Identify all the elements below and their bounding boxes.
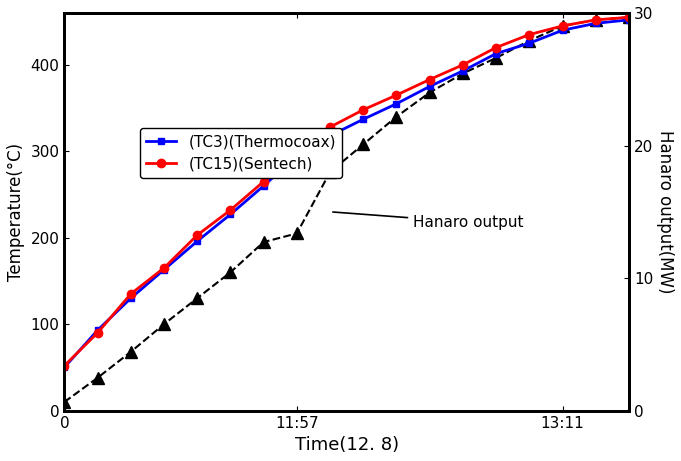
(TC15)(Sentech) [459,62,467,68]
(TC15)(Sentech) [359,107,367,112]
(TC15)(Sentech) [160,265,168,271]
(TC15)(Sentech) [127,291,135,297]
Text: Hanaro output: Hanaro output [333,212,524,230]
X-axis label: Time(12. 8): Time(12. 8) [295,436,399,454]
(TC15)(Sentech) [392,92,400,98]
(TC15)(Sentech) [592,17,600,23]
(TC15)(Sentech) [326,124,334,130]
(TC15)(Sentech) [525,32,533,37]
(TC15)(Sentech) [426,77,434,82]
(TC3)(Thermocoax) [293,153,301,159]
(TC15)(Sentech) [492,45,501,50]
(TC3)(Thermocoax) [426,83,434,89]
(TC3)(Thermocoax) [459,68,467,74]
(TC3)(Thermocoax) [625,17,633,23]
(TC3)(Thermocoax) [61,365,69,370]
(TC3)(Thermocoax) [492,51,501,56]
Line: (TC15)(Sentech): (TC15)(Sentech) [60,13,633,370]
(TC15)(Sentech) [625,14,633,20]
Line: (TC3)(Thermocoax): (TC3)(Thermocoax) [61,17,633,371]
(TC3)(Thermocoax) [160,267,168,272]
(TC3)(Thermocoax) [558,28,567,33]
(TC3)(Thermocoax) [259,183,268,189]
(TC15)(Sentech) [293,153,301,159]
(TC3)(Thermocoax) [392,101,400,106]
Y-axis label: Hanaro output(MW): Hanaro output(MW) [656,130,674,294]
(TC3)(Thermocoax) [326,133,334,138]
(TC3)(Thermocoax) [93,327,101,333]
(TC15)(Sentech) [61,363,69,368]
(TC15)(Sentech) [226,207,234,213]
(TC3)(Thermocoax) [592,21,600,26]
(TC15)(Sentech) [193,232,202,238]
(TC3)(Thermocoax) [127,296,135,301]
(TC3)(Thermocoax) [226,212,234,217]
(TC15)(Sentech) [93,330,101,336]
(TC3)(Thermocoax) [525,41,533,46]
(TC3)(Thermocoax) [359,117,367,122]
Y-axis label: Temperature(°C): Temperature(°C) [7,143,25,281]
Legend: (TC3)(Thermocoax), (TC15)(Sentech): (TC3)(Thermocoax), (TC15)(Sentech) [140,128,343,178]
(TC3)(Thermocoax) [193,238,202,244]
(TC15)(Sentech) [259,179,268,184]
(TC15)(Sentech) [558,23,567,29]
